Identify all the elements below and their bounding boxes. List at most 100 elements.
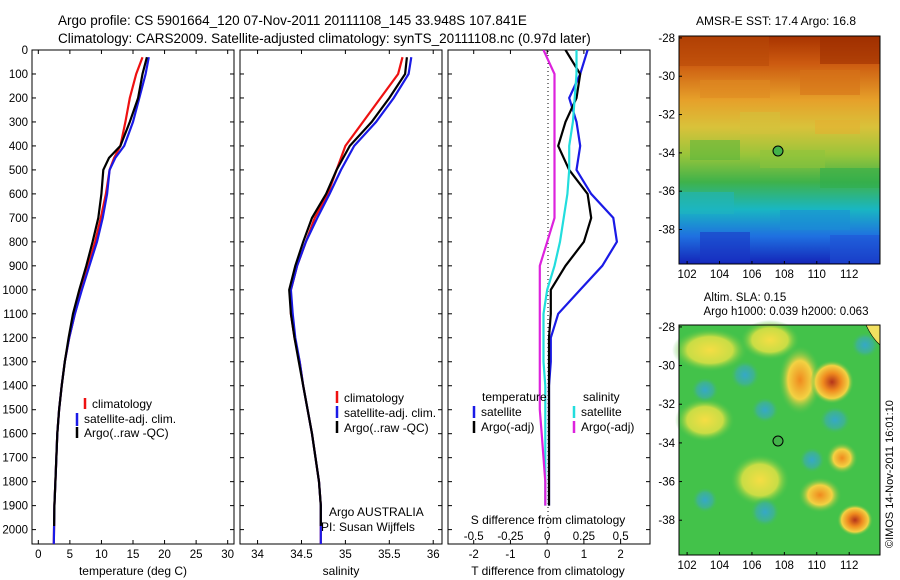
imos-timestamp: ©IMOS 14-Nov-2011 16:01:10 xyxy=(884,400,896,548)
difference-axis-ticks: -2 -1 0 1 2 -0.5 -0.25 0 0.25 0.5 xyxy=(448,49,650,561)
depth-tick-label: 1500 xyxy=(2,405,28,417)
sst-argo-position-marker xyxy=(772,145,784,157)
temperature-tick-label: 30 xyxy=(221,549,234,561)
temperature-axis-label: temperature (deg C) xyxy=(79,564,187,578)
latitude-tick-label: -30 xyxy=(658,361,675,373)
t-difference-axis-label: T difference from climatology xyxy=(471,564,625,578)
s-difference-tick-label: 0.25 xyxy=(573,531,595,543)
temperature-tick-label: 10 xyxy=(95,549,108,561)
depth-tick-label: 2000 xyxy=(2,525,28,537)
depth-tick-label: 1700 xyxy=(2,453,28,465)
legend-label-climatology: climatology xyxy=(344,391,404,405)
temperature-panel: 0100200300400500600700800900100011001200… xyxy=(2,45,235,578)
latitude-tick-label: -34 xyxy=(658,148,675,160)
series-line-salinity-satellite xyxy=(542,50,578,506)
legend-label-s-satellite: satellite xyxy=(581,405,622,419)
temperature-tick-label: 5 xyxy=(67,549,73,561)
sst-map-axis-ticks: 102 104 106 108 110 112 -28 -30 -32 -34 -36 -38 xyxy=(658,33,858,281)
depth-tick-label: 1600 xyxy=(2,429,28,441)
depth-tick-label: 1000 xyxy=(2,285,28,297)
salinity-tick-label: 35 xyxy=(339,549,352,561)
longitude-tick-label: 106 xyxy=(742,560,761,572)
temperature-tick-label: 0 xyxy=(35,549,41,561)
latitude-tick-label: -36 xyxy=(658,477,675,489)
longitude-tick-label: 102 xyxy=(678,269,697,281)
salinity-axis-ticks: 34 34.5 35 35.5 36 xyxy=(240,49,442,561)
latitude-tick-label: -32 xyxy=(658,110,675,122)
depth-tick-label: 1900 xyxy=(2,501,28,513)
depth-tick-label: 100 xyxy=(9,69,28,81)
t-difference-tick-label: 0 xyxy=(544,549,550,561)
sst-map-frame xyxy=(678,35,881,265)
t-difference-tick-label: 2 xyxy=(617,549,623,561)
legend-title-salinity: salinity xyxy=(583,390,620,404)
depth-tick-label: 200 xyxy=(9,93,28,105)
latitude-tick-label: -30 xyxy=(658,71,675,83)
legend-title-temperature: temperature xyxy=(482,390,547,404)
difference-profiles xyxy=(538,50,619,506)
depth-tick-label: 1100 xyxy=(3,309,28,321)
annotation-argo-australia: Argo AUSTRALIA xyxy=(329,505,424,519)
s-difference-tick-label: 0 xyxy=(544,531,550,543)
temperature-legend: climatology satellite-adj. clim. Argo(..… xyxy=(75,397,176,440)
temperature-plot-frame xyxy=(31,49,235,545)
longitude-tick-label: 106 xyxy=(742,269,761,281)
depth-tick-label: 400 xyxy=(9,141,28,153)
difference-panel: -2 -1 0 1 2 -0.5 -0.25 0 0.25 0.5 S difference fr… xyxy=(447,49,651,578)
sla-argo-position-marker xyxy=(772,435,784,447)
depth-tick-label: 1800 xyxy=(2,477,28,489)
t-difference-tick-label: -1 xyxy=(505,549,515,561)
temperature-axis-ticks: 0 5 10 15 20 25 30 xyxy=(35,50,234,561)
depth-tick-label: 600 xyxy=(9,189,28,201)
longitude-tick-label: 102 xyxy=(678,560,697,572)
salinity-tick-label: 36 xyxy=(427,549,440,561)
sla-map-title-line1: Altim. SLA: 0.15 xyxy=(704,292,786,304)
longitude-tick-label: 112 xyxy=(840,560,858,572)
depth-tick-label: 900 xyxy=(9,261,28,273)
sla-map-frame xyxy=(678,324,881,556)
latitude-tick-label: -38 xyxy=(658,225,675,237)
s-difference-axis-label: S difference from climatology xyxy=(471,513,626,527)
s-difference-tick-label: 0.5 xyxy=(613,531,629,543)
depth-tick-label: 1300 xyxy=(2,357,28,369)
longitude-tick-label: 110 xyxy=(808,560,826,572)
figure-title: Argo profile: CS 5901664_120 07-Nov-2011… xyxy=(58,13,527,28)
latitude-tick-label: -38 xyxy=(658,515,675,527)
t-difference-tick-label: -2 xyxy=(469,549,479,561)
latitude-tick-label: -28 xyxy=(658,322,675,334)
depth-tick-label: 300 xyxy=(9,117,28,129)
temperature-profiles xyxy=(52,56,150,544)
salinity-profiles xyxy=(288,56,413,544)
s-difference-tick-label: -0.5 xyxy=(464,531,484,543)
salinity-axis-label: salinity xyxy=(323,564,360,578)
difference-legend-temperature: temperature satellite Argo(-adj) xyxy=(472,390,547,434)
sla-map-panel: Altim. SLA: 0.15 Argo h1000: 0.039 h2000… xyxy=(658,292,881,572)
sst-map-title: AMSR-E SST: 17.4 Argo: 16.8 xyxy=(696,14,856,28)
salinity-plot-frame xyxy=(239,49,443,545)
salinity-tick-label: 34.5 xyxy=(290,549,312,561)
figure-subtitle: Climatology: CARS2009. Satellite-adjuste… xyxy=(58,31,591,46)
sla-map-axis-ticks: 102 104 106 108 110 112 -28 -30 -32 -34 -36 -38 xyxy=(658,322,858,572)
depth-tick-label: 500 xyxy=(9,165,28,177)
annotation-pi: PI: Susan Wijffels xyxy=(321,520,415,534)
legend-label-t-satellite: satellite xyxy=(481,405,522,419)
temperature-tick-label: 15 xyxy=(127,549,140,561)
legend-label-climatology: climatology xyxy=(92,397,152,411)
series-line-argo-raw-qc- xyxy=(288,57,408,526)
longitude-tick-label: 104 xyxy=(710,560,730,572)
depth-tick-label: 1400 xyxy=(2,381,28,393)
longitude-tick-label: 110 xyxy=(808,269,826,281)
legend-label-argo: Argo(..raw -QC) xyxy=(84,426,169,440)
legend-label-t-argo: Argo(-adj) xyxy=(481,420,534,434)
depth-tick-label: 0 xyxy=(22,45,28,57)
longitude-tick-label: 112 xyxy=(840,269,858,281)
longitude-tick-label: 108 xyxy=(775,560,794,572)
temperature-tick-label: 25 xyxy=(190,549,203,561)
series-line-temperature-argo-adj- xyxy=(547,50,593,506)
sla-field-blobs xyxy=(672,320,879,536)
depth-tick-label: 1200 xyxy=(2,333,28,345)
legend-label-argo: Argo(..raw -QC) xyxy=(344,421,429,435)
longitude-tick-label: 104 xyxy=(710,269,730,281)
longitude-tick-label: 108 xyxy=(775,269,794,281)
